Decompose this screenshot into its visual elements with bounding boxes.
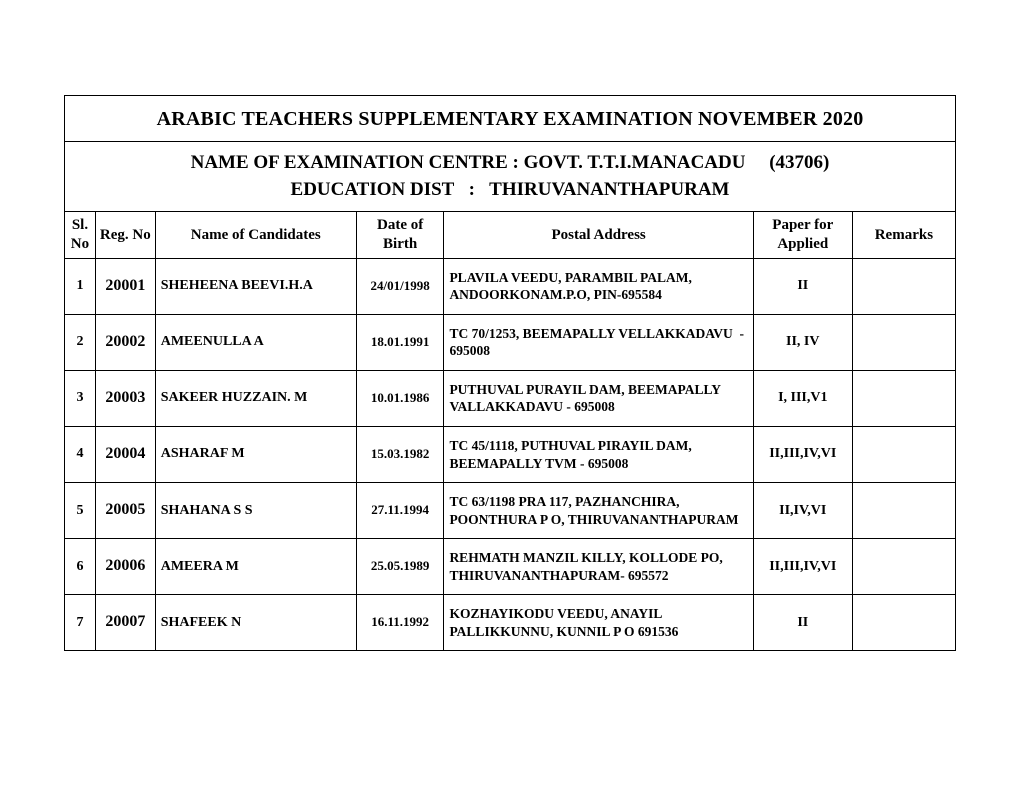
col-header-reg: Reg. No [95,212,155,259]
subtitle-row: NAME OF EXAMINATION CENTRE : GOVT. T.T.I… [65,142,956,212]
cell-addr: TC 63/1198 PRA 117, PAZHANCHIRA, POONTHU… [444,483,753,539]
cell-sl: 7 [65,595,96,651]
cell-reg: 20001 [95,258,155,314]
col-header-dob: Date of Birth [356,212,444,259]
col-header-name: Name of Candidates [155,212,356,259]
cell-paper: II,IV,VI [753,483,852,539]
cell-paper: II [753,258,852,314]
table-row: 6 20006 AMEERA M 25.05.1989 REHMATH MANZ… [65,539,956,595]
cell-reg: 20005 [95,483,155,539]
cell-reg: 20006 [95,539,155,595]
cell-name: SHAHANA S S [155,483,356,539]
cell-name: SHAFEEK N [155,595,356,651]
centre-line: NAME OF EXAMINATION CENTRE : GOVT. T.T.I… [71,150,949,177]
cell-dob: 16.11.1992 [356,595,444,651]
cell-rem [852,258,955,314]
cell-reg: 20004 [95,426,155,482]
cell-name: ASHARAF M [155,426,356,482]
cell-reg: 20007 [95,595,155,651]
table-row: 5 20005 SHAHANA S S 27.11.1994 TC 63/119… [65,483,956,539]
header-row: Sl. No Reg. No Name of Candidates Date o… [65,212,956,259]
cell-addr: PUTHUVAL PURAYIL DAM, BEEMAPALLY VALLAKK… [444,370,753,426]
cell-name: SHEHEENA BEEVI.H.A [155,258,356,314]
cell-reg: 20002 [95,314,155,370]
document-title: ARABIC TEACHERS SUPPLEMENTARY EXAMINATIO… [65,96,956,142]
col-header-sl: Sl. No [65,212,96,259]
table-row: 4 20004 ASHARAF M 15.03.1982 TC 45/1118,… [65,426,956,482]
district-line: EDUCATION DIST : THIRUVANANTHAPURAM [71,177,949,204]
cell-name: SAKEER HUZZAIN. M [155,370,356,426]
cell-rem [852,426,955,482]
cell-dob: 10.01.1986 [356,370,444,426]
cell-sl: 5 [65,483,96,539]
cell-dob: 25.05.1989 [356,539,444,595]
cell-addr: REHMATH MANZIL KILLY, KOLLODE PO, THIRUV… [444,539,753,595]
cell-name: AMEERA M [155,539,356,595]
cell-dob: 15.03.1982 [356,426,444,482]
cell-dob: 27.11.1994 [356,483,444,539]
col-header-paper: Paper for Applied [753,212,852,259]
centre-district-cell: NAME OF EXAMINATION CENTRE : GOVT. T.T.I… [65,142,956,212]
table-row: 2 20002 AMEENULLA A 18.01.1991 TC 70/125… [65,314,956,370]
cell-sl: 1 [65,258,96,314]
title-row: ARABIC TEACHERS SUPPLEMENTARY EXAMINATIO… [65,96,956,142]
cell-dob: 18.01.1991 [356,314,444,370]
cell-paper: II, IV [753,314,852,370]
cell-dob: 24/01/1998 [356,258,444,314]
table-row: 7 20007 SHAFEEK N 16.11.1992 KOZHAYIKODU… [65,595,956,651]
cell-name: AMEENULLA A [155,314,356,370]
col-header-rem: Remarks [852,212,955,259]
document-page: ARABIC TEACHERS SUPPLEMENTARY EXAMINATIO… [0,0,1020,651]
cell-sl: 2 [65,314,96,370]
cell-rem [852,370,955,426]
table-row: 1 20001 SHEHEENA BEEVI.H.A 24/01/1998 PL… [65,258,956,314]
cell-rem [852,314,955,370]
cell-sl: 4 [65,426,96,482]
cell-sl: 3 [65,370,96,426]
cell-addr: KOZHAYIKODU VEEDU, ANAYIL PALLIKKUNNU, K… [444,595,753,651]
col-header-addr: Postal Address [444,212,753,259]
cell-paper: II,III,IV,VI [753,539,852,595]
table-row: 3 20003 SAKEER HUZZAIN. M 10.01.1986 PUT… [65,370,956,426]
cell-paper: I, III,V1 [753,370,852,426]
cell-addr: TC 70/1253, BEEMAPALLY VELLAKKADAVU - 69… [444,314,753,370]
cell-reg: 20003 [95,370,155,426]
cell-rem [852,539,955,595]
cell-rem [852,595,955,651]
cell-addr: TC 45/1118, PUTHUVAL PIRAYIL DAM, BEEMAP… [444,426,753,482]
cell-addr: PLAVILA VEEDU, PARAMBIL PALAM, ANDOORKON… [444,258,753,314]
cell-rem [852,483,955,539]
cell-paper: II [753,595,852,651]
exam-table: ARABIC TEACHERS SUPPLEMENTARY EXAMINATIO… [64,95,956,651]
cell-sl: 6 [65,539,96,595]
cell-paper: II,III,IV,VI [753,426,852,482]
